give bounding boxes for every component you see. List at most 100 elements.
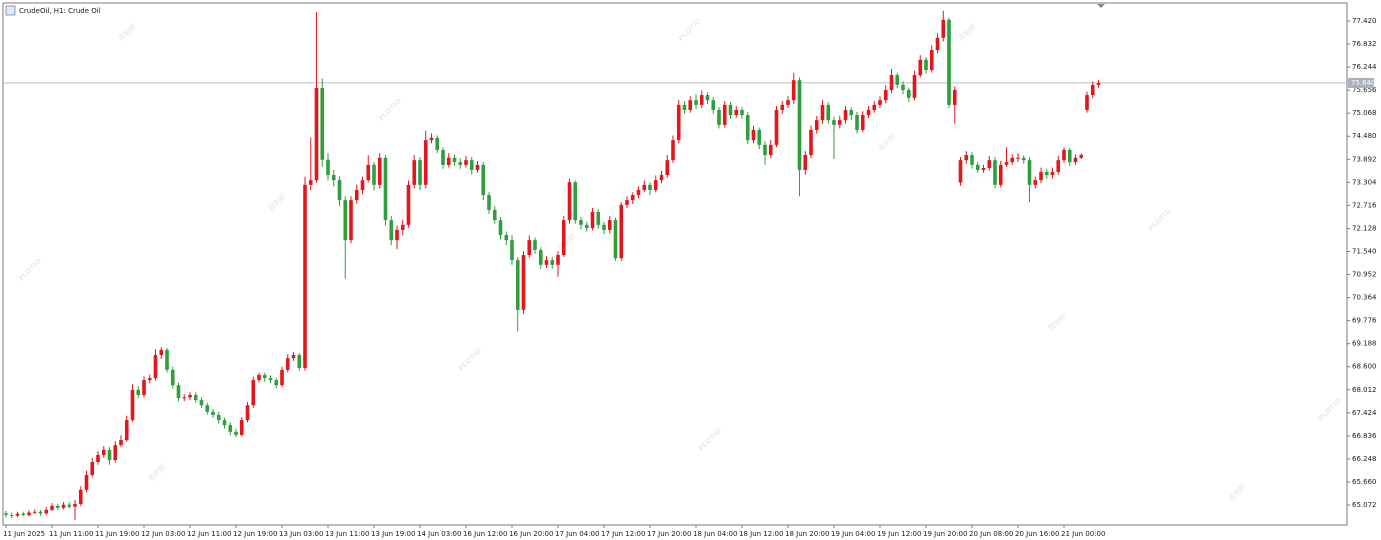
candle-body [285, 358, 290, 370]
y-tick-label: 66.836 [1352, 432, 1377, 440]
candle-body [791, 80, 796, 101]
candle-body [1039, 171, 1043, 181]
candle-body [648, 184, 652, 190]
candle-body [90, 462, 95, 475]
candle-body [1062, 149, 1066, 161]
candle-body [412, 160, 417, 185]
shift-marker [1097, 4, 1105, 8]
candle-body [527, 240, 532, 256]
candle-body [699, 95, 704, 105]
candle-body [855, 115, 859, 130]
candle-body [584, 224, 589, 228]
candle-body [337, 180, 342, 201]
x-tick-label: 12 Jun 19:00 [233, 530, 277, 538]
candle-body [918, 59, 923, 76]
candle-body [441, 149, 445, 165]
candle-body [872, 104, 877, 110]
candle-body [734, 109, 739, 116]
candle-body [786, 100, 790, 105]
candle-body [239, 420, 244, 435]
candle-body [521, 255, 526, 310]
candle-body [343, 200, 348, 241]
candle-body [705, 95, 710, 101]
candle-body [590, 211, 595, 228]
candle-body [136, 389, 141, 395]
x-tick-label: 19 Jun 12:00 [877, 530, 921, 538]
plot-frame [2, 2, 1348, 526]
candle-body [458, 162, 463, 165]
candle-body [188, 394, 192, 398]
chart-icon [5, 5, 16, 16]
candle-body [745, 115, 750, 141]
candle-body [837, 120, 842, 125]
candle-body [515, 260, 520, 310]
candle-body [1033, 180, 1038, 185]
candle-body [820, 104, 825, 121]
y-tick-label: 67.424 [1352, 409, 1377, 417]
candle-body [119, 440, 123, 446]
candle-body [797, 80, 802, 170]
candle-body [61, 504, 66, 508]
candle-body [170, 369, 175, 386]
candle-body [1085, 95, 1089, 110]
candle-body [383, 157, 388, 221]
candle-body [671, 140, 675, 161]
candle-body [510, 240, 514, 261]
x-tick-label: 20 Jun 16:00 [1015, 530, 1059, 538]
candle-body [970, 155, 974, 165]
candle-body [981, 167, 986, 170]
y-tick-label: 72.128 [1352, 224, 1377, 232]
candle-body [142, 380, 146, 395]
candle-body [630, 195, 635, 201]
x-tick-label: 13 Jun 03:00 [279, 530, 323, 538]
candle-body [153, 354, 158, 379]
candle-body [987, 160, 992, 168]
candle-body [567, 182, 572, 221]
candle-body [1073, 157, 1078, 163]
x-tick-label: 17 Jun 12:00 [601, 530, 645, 538]
x-tick-label: 21 Jun 00:00 [1061, 530, 1105, 538]
candle-body [228, 425, 233, 432]
candle-body [113, 445, 118, 461]
candle-body [826, 104, 831, 121]
candle-body [757, 129, 762, 145]
x-tick-label: 11 Jun 2025 [3, 530, 45, 538]
candle-body [556, 255, 560, 265]
candle-body [751, 129, 756, 141]
candle-body [1044, 171, 1049, 176]
candle-body [308, 180, 313, 185]
candle-body [498, 220, 503, 236]
candle-body [469, 160, 474, 170]
candle-body [613, 220, 618, 259]
y-tick-label: 76.832 [1352, 40, 1377, 48]
candle-body [268, 378, 273, 381]
candle-body [67, 504, 72, 507]
candle-body [544, 260, 549, 265]
candle-body [688, 100, 693, 110]
x-tick-label: 19 Jun 04:00 [831, 530, 875, 538]
candle-body [929, 50, 934, 70]
candle-body [130, 389, 135, 421]
candle-body [262, 374, 267, 379]
x-tick-label: 17 Jun 20:00 [647, 530, 691, 538]
candle-body [222, 420, 227, 426]
candle-body [389, 220, 394, 241]
candle-body [912, 75, 917, 98]
y-tick-label: 65.660 [1352, 478, 1377, 486]
y-tick-label: 70.952 [1352, 271, 1377, 279]
candle-body [464, 160, 468, 165]
candle-body [452, 157, 457, 163]
candle-body [257, 374, 261, 381]
candle-body [958, 160, 963, 183]
candle-body [193, 394, 198, 401]
candle-body [251, 380, 256, 406]
candle-body [27, 512, 31, 515]
y-tick-label: 69.188 [1352, 340, 1377, 348]
candle-body [866, 109, 871, 116]
y-tick-label: 70.364 [1352, 294, 1377, 302]
candle-body [906, 89, 911, 98]
x-tick-label: 16 Jun 20:00 [509, 530, 553, 538]
candle-body [423, 140, 428, 185]
x-tick-label: 18 Jun 20:00 [785, 530, 829, 538]
candle-body [561, 220, 566, 256]
